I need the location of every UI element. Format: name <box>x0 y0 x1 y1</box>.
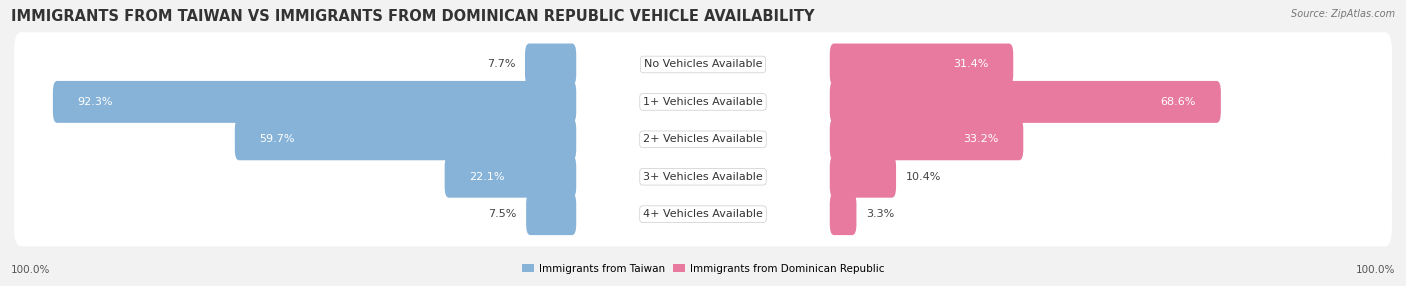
FancyBboxPatch shape <box>14 70 1392 134</box>
FancyBboxPatch shape <box>830 118 1024 160</box>
FancyBboxPatch shape <box>14 144 1392 209</box>
FancyBboxPatch shape <box>830 156 896 198</box>
Text: 92.3%: 92.3% <box>77 97 114 107</box>
Text: 68.6%: 68.6% <box>1161 97 1197 107</box>
FancyBboxPatch shape <box>526 193 576 235</box>
Text: IMMIGRANTS FROM TAIWAN VS IMMIGRANTS FROM DOMINICAN REPUBLIC VEHICLE AVAILABILIT: IMMIGRANTS FROM TAIWAN VS IMMIGRANTS FRO… <box>11 9 814 23</box>
Text: Source: ZipAtlas.com: Source: ZipAtlas.com <box>1291 9 1395 19</box>
Text: 31.4%: 31.4% <box>953 59 988 69</box>
Text: 7.5%: 7.5% <box>488 209 516 219</box>
Text: 10.4%: 10.4% <box>905 172 941 182</box>
Text: 2+ Vehicles Available: 2+ Vehicles Available <box>643 134 763 144</box>
FancyBboxPatch shape <box>14 107 1392 172</box>
Text: 3.3%: 3.3% <box>866 209 894 219</box>
Text: 100.0%: 100.0% <box>1355 265 1395 275</box>
FancyBboxPatch shape <box>830 81 1220 123</box>
FancyBboxPatch shape <box>830 193 856 235</box>
FancyBboxPatch shape <box>444 156 576 198</box>
Text: 59.7%: 59.7% <box>260 134 295 144</box>
FancyBboxPatch shape <box>14 182 1392 246</box>
FancyBboxPatch shape <box>830 43 1014 86</box>
FancyBboxPatch shape <box>235 118 576 160</box>
Text: 22.1%: 22.1% <box>470 172 505 182</box>
FancyBboxPatch shape <box>524 43 576 86</box>
Legend: Immigrants from Taiwan, Immigrants from Dominican Republic: Immigrants from Taiwan, Immigrants from … <box>517 260 889 278</box>
Text: 1+ Vehicles Available: 1+ Vehicles Available <box>643 97 763 107</box>
Text: 3+ Vehicles Available: 3+ Vehicles Available <box>643 172 763 182</box>
Text: 33.2%: 33.2% <box>963 134 998 144</box>
Text: 100.0%: 100.0% <box>11 265 51 275</box>
FancyBboxPatch shape <box>53 81 576 123</box>
Text: 4+ Vehicles Available: 4+ Vehicles Available <box>643 209 763 219</box>
FancyBboxPatch shape <box>14 32 1392 97</box>
Text: 7.7%: 7.7% <box>486 59 516 69</box>
Text: No Vehicles Available: No Vehicles Available <box>644 59 762 69</box>
